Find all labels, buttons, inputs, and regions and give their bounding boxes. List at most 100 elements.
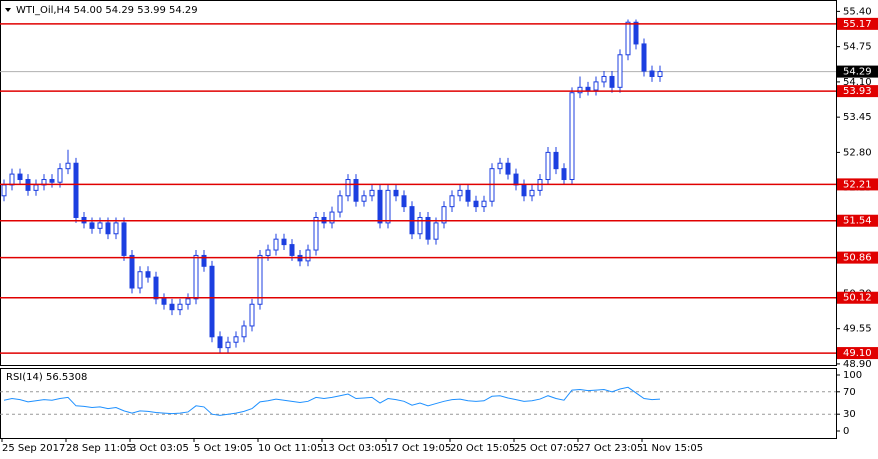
main-panel (0, 0, 837, 366)
rsi-tick-label: 30 (843, 409, 856, 420)
current-price-box (837, 65, 878, 78)
current-price-label: 54.29 (843, 67, 872, 78)
x-tick-label: 13 Oct 03:05 (322, 443, 387, 454)
y-tick-label: 52.80 (843, 147, 872, 158)
candle-body (649, 70, 655, 77)
candle-body (225, 341, 231, 349)
y-tick-label: 54.10 (843, 77, 872, 88)
candle-body (593, 81, 599, 91)
candle-body (305, 249, 311, 262)
candle-body (17, 173, 23, 181)
level-label: 53.93 (843, 86, 872, 97)
level-box (837, 17, 878, 30)
candle-body (465, 189, 471, 202)
candle-body (49, 179, 55, 183)
candle-body (137, 271, 143, 289)
candle-body (585, 86, 591, 91)
candle-body (289, 244, 295, 256)
x-tick-label: 25 Oct 07:05 (514, 443, 579, 454)
candle-body (201, 254, 207, 267)
level-box (837, 85, 878, 98)
candle-body (337, 195, 343, 213)
level-box (837, 178, 878, 191)
x-tick-label: 3 Oct 03:05 (130, 443, 189, 454)
candle-body (329, 211, 335, 224)
candle-body (89, 222, 95, 229)
candle-body (153, 276, 159, 300)
candle-body (257, 254, 263, 305)
candle-body (105, 222, 111, 235)
rsi-tick-label: 100 (843, 370, 862, 381)
candle-body (369, 189, 375, 197)
candle-body (433, 222, 439, 240)
level-box (837, 251, 878, 264)
candle-body (441, 206, 447, 224)
level-box (837, 214, 878, 227)
candle-body (73, 162, 79, 218)
level-label: 50.12 (843, 293, 872, 304)
candle-body (521, 184, 527, 197)
candle-body (9, 173, 15, 186)
y-tick-label: 54.75 (843, 42, 872, 53)
x-tick-label: 1 Nov 15:05 (642, 443, 703, 454)
x-tick-label: 17 Oct 19:05 (386, 443, 451, 454)
level-label: 52.21 (843, 179, 872, 190)
level-label: 49.10 (843, 348, 872, 359)
candle-body (361, 195, 367, 202)
candle-body (393, 189, 399, 197)
candle-body (481, 200, 487, 208)
candle-body (657, 71, 663, 77)
candle-body (505, 162, 511, 175)
candle-body (185, 298, 191, 305)
candle-body (641, 43, 647, 72)
candle-body (401, 195, 407, 208)
candle-body (569, 92, 575, 181)
rsi-line (3, 386, 661, 416)
rsi-tick-label: 0 (843, 426, 849, 437)
candle-body (265, 249, 271, 256)
x-tick-label: 20 Oct 15:05 (450, 443, 515, 454)
candle-body (241, 325, 247, 338)
level-label: 55.17 (843, 19, 872, 30)
rsi-tick-label: 70 (843, 387, 856, 398)
candle-body (449, 195, 455, 208)
y-tick-label: 53.45 (843, 112, 872, 123)
candle-body (145, 271, 151, 278)
level-box (837, 291, 878, 304)
candle-body (313, 216, 319, 251)
x-tick-label: 10 Oct 11:05 (258, 443, 323, 454)
candle-body (561, 168, 567, 181)
candle-body (129, 254, 135, 289)
rsi-panel (0, 368, 837, 439)
candle-body (65, 162, 71, 170)
candle-body (209, 265, 215, 338)
x-tick-label: 28 Sep 11:05 (66, 443, 133, 454)
y-tick-label: 49.55 (843, 324, 872, 335)
candle-body (353, 179, 359, 202)
candle-body (425, 216, 431, 240)
candle-body (497, 162, 503, 170)
candle-body (577, 86, 583, 94)
candle-body (217, 336, 223, 349)
level-label: 50.86 (843, 253, 872, 264)
candle-body (377, 189, 383, 224)
candle-body (609, 75, 615, 88)
candle-body (33, 184, 39, 191)
candle-body (473, 200, 479, 208)
level-label: 51.54 (843, 216, 872, 227)
y-tick-label: 55.40 (843, 6, 872, 17)
level-box (837, 347, 878, 360)
y-tick-label: 48.90 (843, 359, 872, 370)
candle-body (193, 254, 199, 300)
chart-title: WTI_Oil,H4 54.00 54.29 53.99 54.29 (16, 5, 198, 16)
candle-body (57, 168, 63, 183)
candle-body (233, 336, 239, 343)
candle-body (385, 189, 391, 224)
candle-body (553, 151, 559, 170)
candle-body (97, 222, 103, 229)
candle-body (457, 189, 463, 197)
x-tick-label: 25 Sep 2017 (2, 443, 65, 454)
candle-body (417, 216, 423, 235)
candle-body (113, 222, 119, 235)
